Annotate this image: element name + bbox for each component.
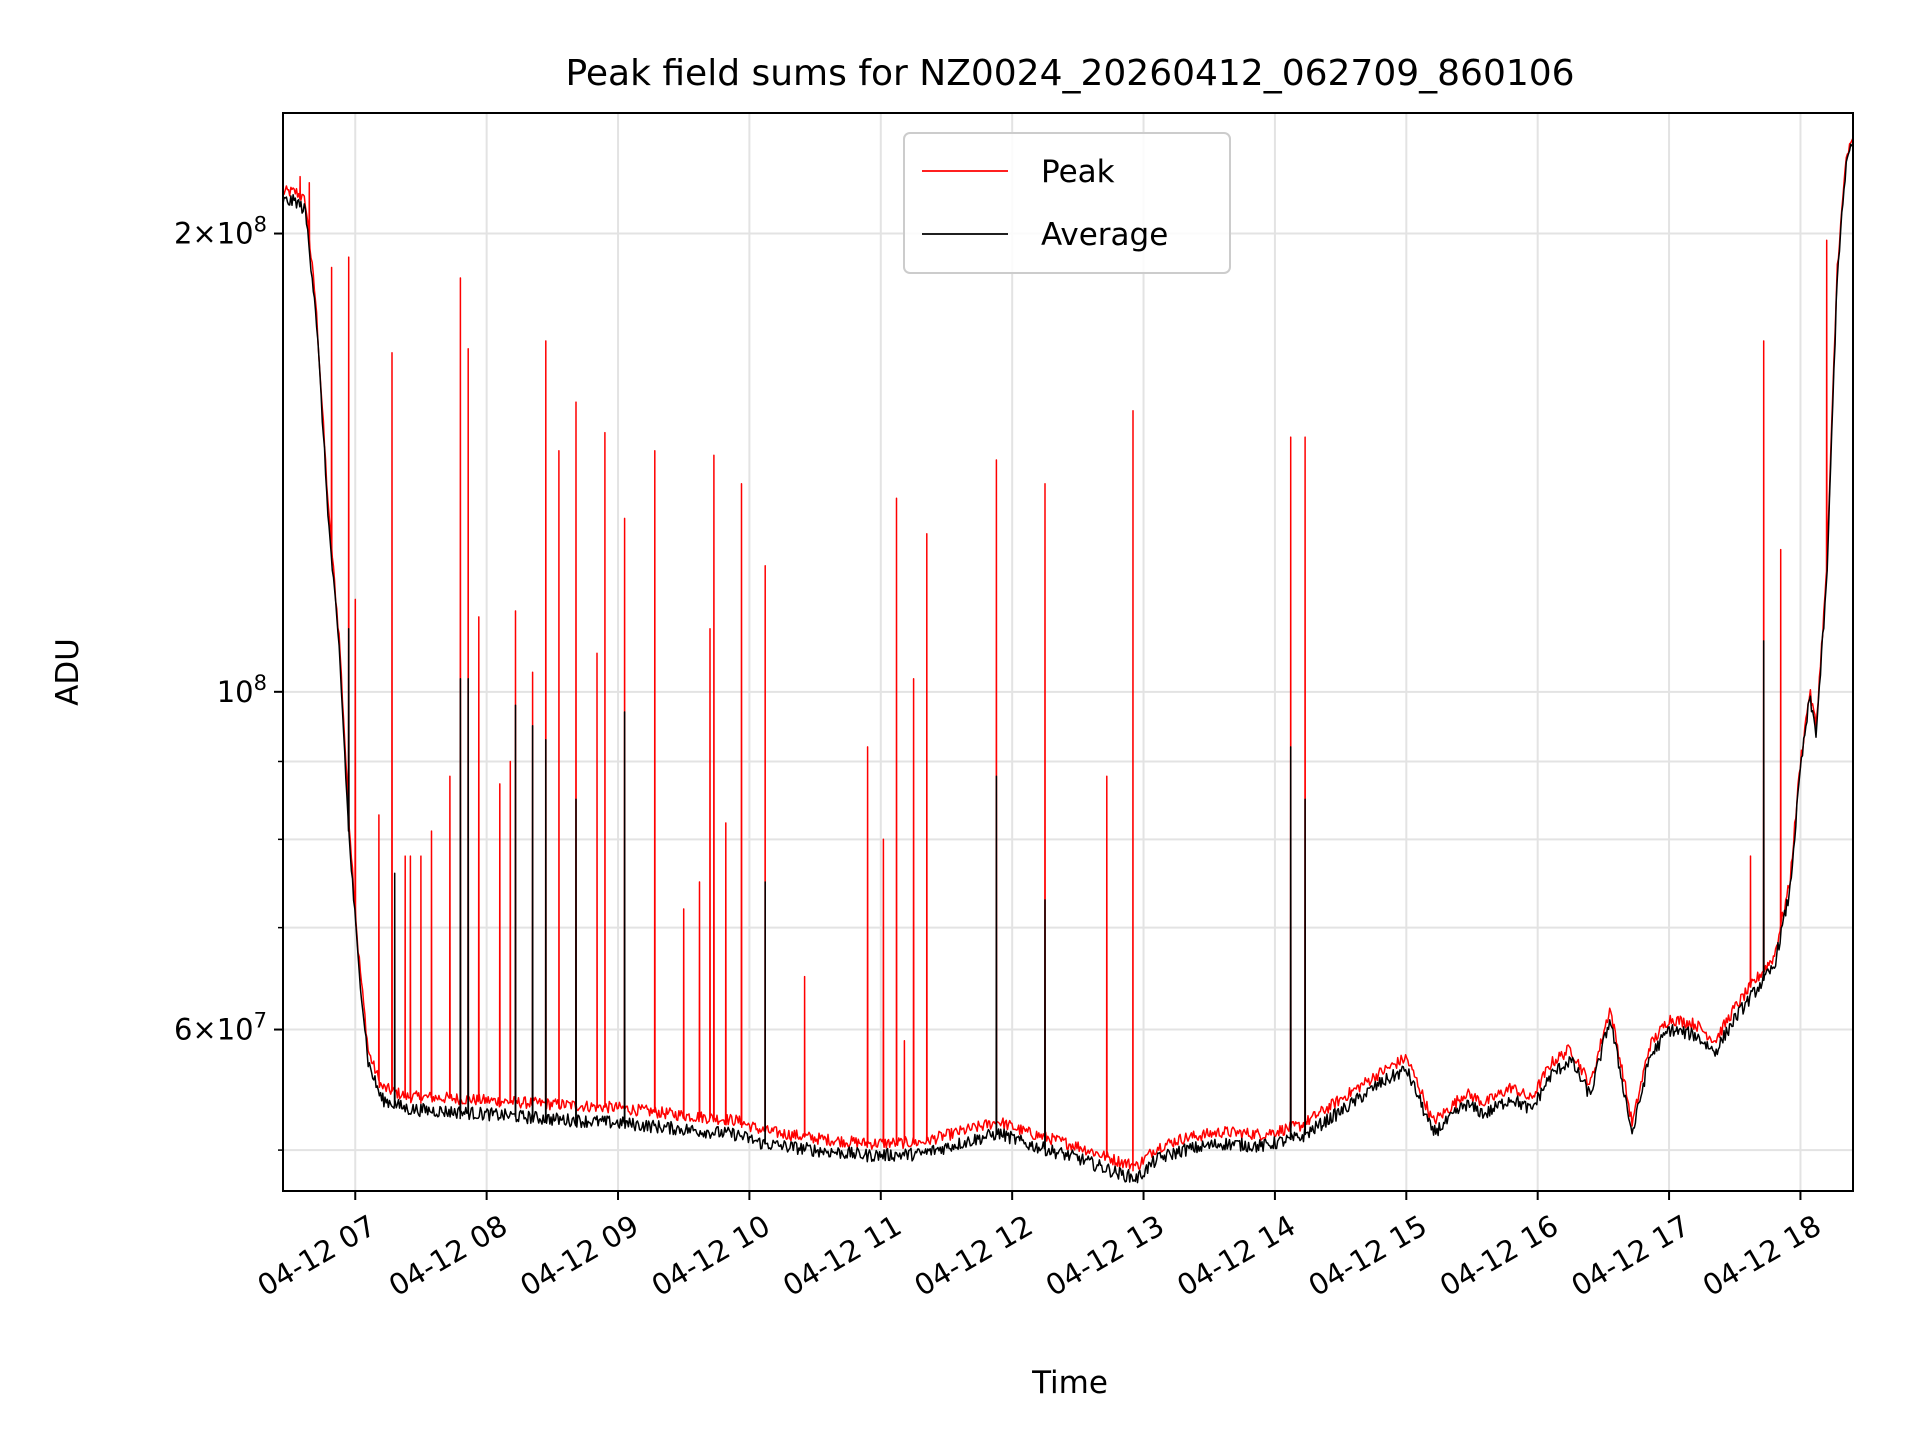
y-tick-label: 6×107 bbox=[174, 1009, 267, 1047]
plot-area bbox=[283, 137, 1853, 1184]
series-line-average bbox=[283, 143, 1853, 1184]
x-axis-label: Time bbox=[1031, 1365, 1108, 1401]
legend-box bbox=[903, 132, 1231, 274]
legend-label-peak: Peak bbox=[1041, 154, 1115, 190]
y-axis-label: ADU bbox=[50, 638, 86, 706]
y-tick-label: 108 bbox=[217, 671, 267, 709]
legend-label-average: Average bbox=[1041, 217, 1168, 253]
grid bbox=[283, 113, 1853, 1191]
chart-title: Peak field sums for NZ0024_20260412_0627… bbox=[565, 53, 1574, 94]
plot-frame bbox=[282, 112, 1854, 1192]
y-tick-label: 2×108 bbox=[174, 213, 267, 251]
legend: Peak Average bbox=[903, 132, 1231, 274]
